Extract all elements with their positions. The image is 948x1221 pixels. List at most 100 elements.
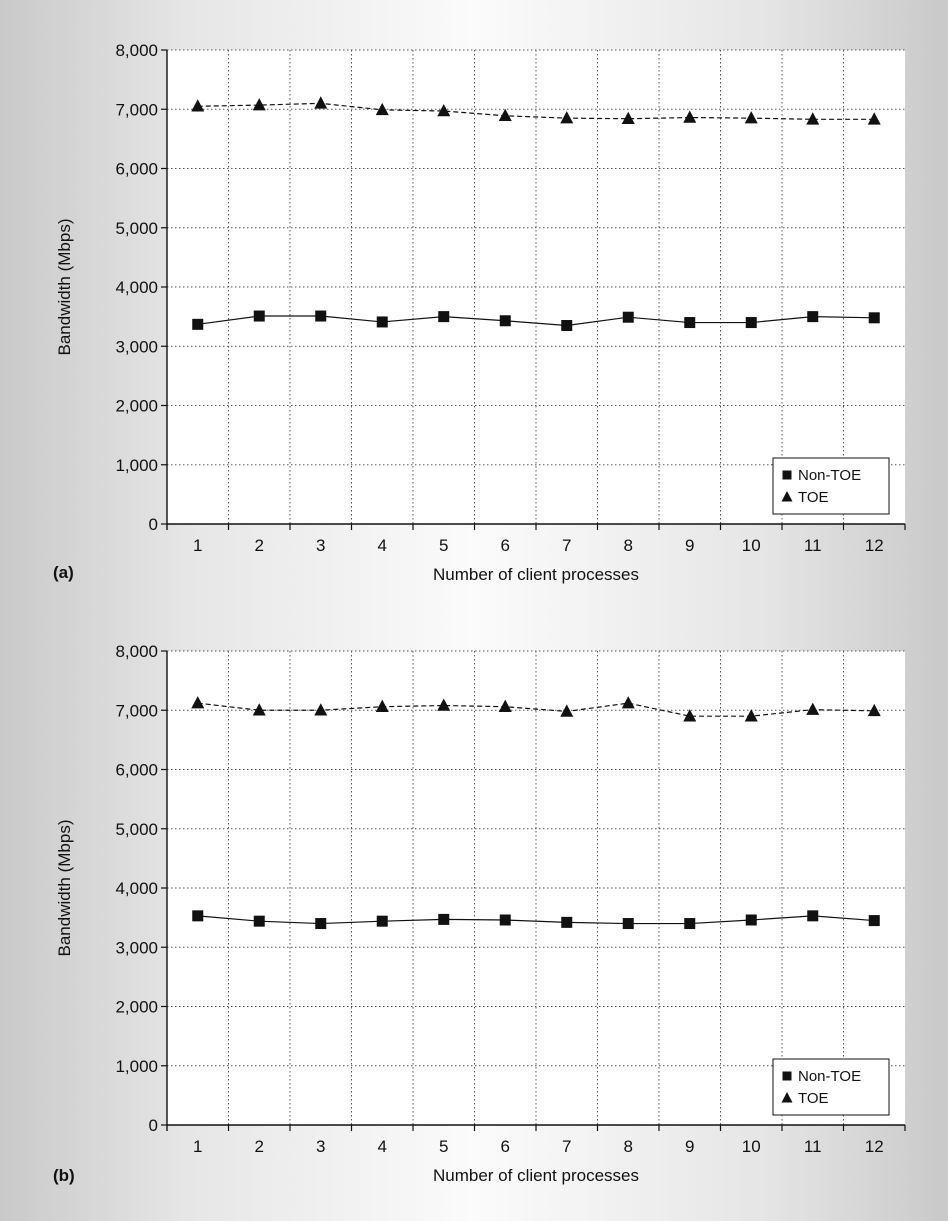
y-tick-label: 7,000 <box>115 701 158 720</box>
data-point-non-toe <box>253 915 265 927</box>
chart-panel-b: 0 1,000 2,000 3,000 4,000 5,000 6,000 7,000 8,00… <box>53 642 906 1185</box>
series-line-toe <box>197 702 875 717</box>
x-tick-label: 9 <box>685 536 694 555</box>
x-tick-label: 1 <box>193 1137 202 1156</box>
y-tick-label: 3,000 <box>115 938 158 957</box>
data-point-toe <box>314 96 328 109</box>
legend-label: Non-TOE <box>798 1068 861 1085</box>
x-tick-label: 1 <box>193 536 202 555</box>
y-axis-title: Bandwidth (Mbps) <box>55 218 74 355</box>
y-axis-title: Bandwidth (Mbps) <box>55 819 74 956</box>
data-point-non-toe <box>807 910 819 922</box>
y-tick-label: 8,000 <box>115 642 158 661</box>
data-point-non-toe <box>192 910 204 922</box>
y-tick-label: 1,000 <box>115 1057 158 1076</box>
data-point-non-toe <box>684 918 696 930</box>
y-tick-label: 6,000 <box>115 761 158 780</box>
data-point-toe <box>314 703 328 716</box>
legend-box <box>772 1058 890 1116</box>
data-point-toe <box>806 112 820 125</box>
data-point-non-toe <box>868 312 880 324</box>
x-tick-label: 6 <box>501 1137 510 1156</box>
panel-label: (b) <box>53 1166 75 1185</box>
data-point-non-toe <box>192 318 204 330</box>
data-point-toe <box>683 709 697 722</box>
x-tick-label: 4 <box>378 1137 387 1156</box>
y-tick-label: 2,000 <box>115 397 158 416</box>
data-point-non-toe <box>684 317 696 329</box>
x-tick-label: 6 <box>501 536 510 555</box>
series-line-toe <box>197 102 875 120</box>
data-point-non-toe <box>376 316 388 328</box>
data-point-toe <box>375 699 389 712</box>
x-tick-label: 3 <box>316 536 325 555</box>
data-point-toe <box>498 699 512 712</box>
data-point-non-toe <box>499 315 511 327</box>
data-point-toe <box>498 108 512 122</box>
x-tick-label: 10 <box>742 536 761 555</box>
data-point-non-toe <box>622 311 634 323</box>
x-tick-label: 9 <box>685 1137 694 1156</box>
legend: Non-TOE TOE <box>772 1058 890 1116</box>
data-point-toe <box>437 104 451 117</box>
legend-label: Non-TOE <box>798 467 861 484</box>
data-point-toe <box>560 704 574 717</box>
legend-marker-square <box>782 470 792 480</box>
x-tick-label: 11 <box>804 536 822 555</box>
series-line-non-toe <box>197 315 875 327</box>
x-tick-label: 7 <box>562 1137 571 1156</box>
data-point-toe <box>252 703 266 716</box>
data-point-toe <box>744 709 758 722</box>
chart-panel-a: 0 1,000 2,000 3,000 4,000 5,000 6,000 7,000 8,00… <box>53 41 906 584</box>
x-tick-label: 10 <box>742 1137 761 1156</box>
legend-marker-square <box>782 1071 792 1081</box>
series-line-non-toe <box>197 915 875 925</box>
data-point-toe <box>744 111 758 124</box>
data-point-non-toe <box>622 918 634 930</box>
data-point-toe <box>683 110 697 123</box>
legend-label: TOE <box>798 1090 829 1107</box>
data-point-toe <box>375 102 389 116</box>
data-point-non-toe <box>438 311 450 323</box>
x-tick-label: 5 <box>439 1137 448 1156</box>
x-tick-label: 3 <box>316 1137 325 1156</box>
x-tick-label: 5 <box>439 536 448 555</box>
y-tick-label: 4,000 <box>115 879 158 898</box>
y-tick-label: 4,000 <box>115 278 158 297</box>
data-point-non-toe <box>868 915 880 927</box>
x-tick-label: 4 <box>378 536 387 555</box>
legend-label: TOE <box>798 489 829 506</box>
data-point-non-toe <box>561 320 573 332</box>
y-tick-label: 5,000 <box>115 820 158 839</box>
x-axis-title: Number of client processes <box>433 565 639 584</box>
x-tick-label: 2 <box>255 1137 264 1156</box>
data-point-toe <box>621 696 635 709</box>
x-tick-label: 7 <box>562 536 571 555</box>
data-point-toe <box>867 703 881 717</box>
data-point-non-toe <box>315 310 327 322</box>
data-point-non-toe <box>253 310 265 322</box>
y-tick-label: 3,000 <box>115 337 158 356</box>
data-point-toe <box>437 698 451 711</box>
y-tick-label: 1,000 <box>115 456 158 475</box>
data-point-toe <box>252 98 266 111</box>
legend-marker-triangle <box>781 491 793 502</box>
x-tick-label: 11 <box>804 1137 822 1156</box>
y-tick-label: 0 <box>149 1116 158 1135</box>
data-point-toe <box>867 112 881 125</box>
y-tick-label: 8,000 <box>115 41 158 60</box>
data-point-non-toe <box>376 915 388 927</box>
y-tick-label: 5,000 <box>115 219 158 238</box>
data-point-non-toe <box>745 317 757 329</box>
legend-box <box>772 457 890 515</box>
data-point-toe <box>191 99 205 112</box>
data-point-toe <box>806 702 820 715</box>
x-tick-label: 8 <box>624 1137 633 1156</box>
legend: Non-TOE TOE <box>772 457 890 515</box>
data-point-non-toe <box>499 914 511 926</box>
x-tick-label: 12 <box>865 536 884 555</box>
panel-label: (a) <box>53 563 74 582</box>
data-point-non-toe <box>315 918 327 930</box>
